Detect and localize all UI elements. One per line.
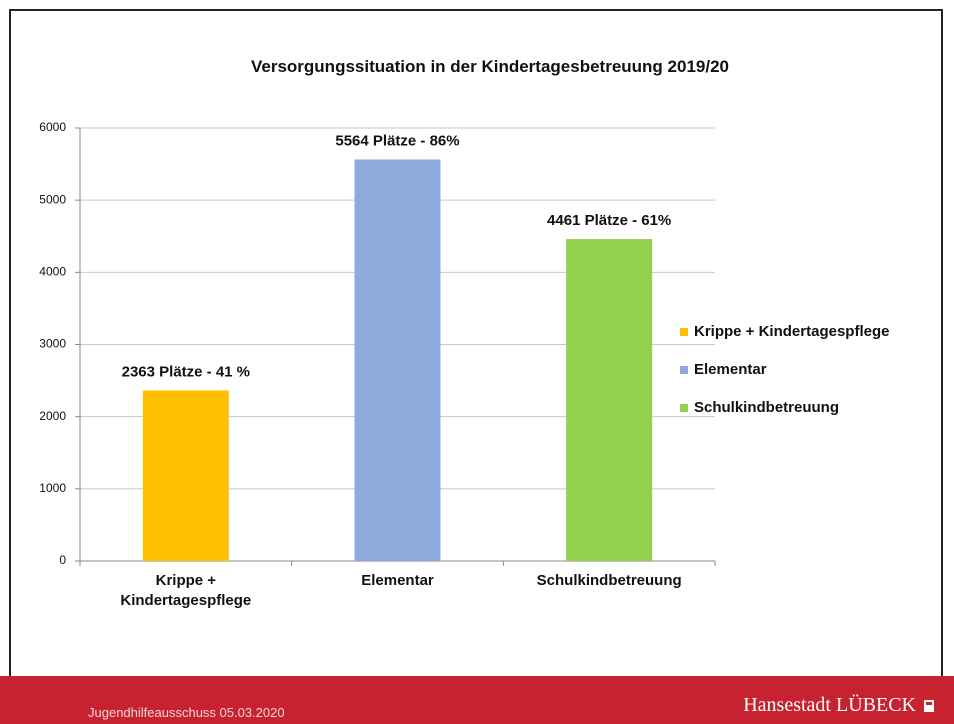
footer: Jugendhilfeausschuss 05.03.2020 Hansesta…	[0, 676, 954, 724]
data-label: 2363 Plätze - 41 %	[122, 363, 250, 380]
logo-icon	[924, 700, 934, 712]
legend-swatch	[680, 404, 688, 412]
bar	[566, 239, 653, 561]
y-tick-label: 5000	[39, 192, 66, 206]
legend-label: Schulkindbetreuung	[694, 399, 839, 416]
legend-label: Elementar	[694, 361, 767, 378]
x-tick-label: Krippe + Kindertagespflege	[120, 572, 252, 609]
legend-swatch	[680, 366, 688, 374]
bar	[354, 159, 441, 561]
y-tick-label: 3000	[39, 337, 66, 351]
data-label: 4461 Plätze - 61%	[547, 212, 671, 229]
footer-right: Hansestadt LÜBECK	[743, 694, 916, 716]
y-tick-label: 0	[59, 553, 66, 567]
x-tick-label: Schulkindbetreuung	[536, 572, 682, 589]
y-tick-label: 2000	[39, 409, 66, 423]
y-tick-label: 4000	[39, 265, 66, 279]
legend-swatch	[680, 328, 688, 336]
y-tick-label: 6000	[39, 120, 66, 134]
y-tick-label: 1000	[39, 481, 66, 495]
footer-left: Jugendhilfeausschuss 05.03.2020	[88, 705, 285, 720]
chart-title: Versorgungssituation in der Kindertagesb…	[250, 57, 729, 76]
x-tick-label: Elementar	[361, 572, 434, 589]
slide-frame	[9, 9, 943, 677]
legend-label: Krippe + Kindertagespflege	[694, 323, 889, 340]
bar	[142, 390, 229, 561]
data-label: 5564 Plätze - 86%	[335, 132, 459, 149]
chart: 0 1000 2000 3000 4000 5000 6000 2363 Plätze - 4…	[39, 120, 889, 567]
